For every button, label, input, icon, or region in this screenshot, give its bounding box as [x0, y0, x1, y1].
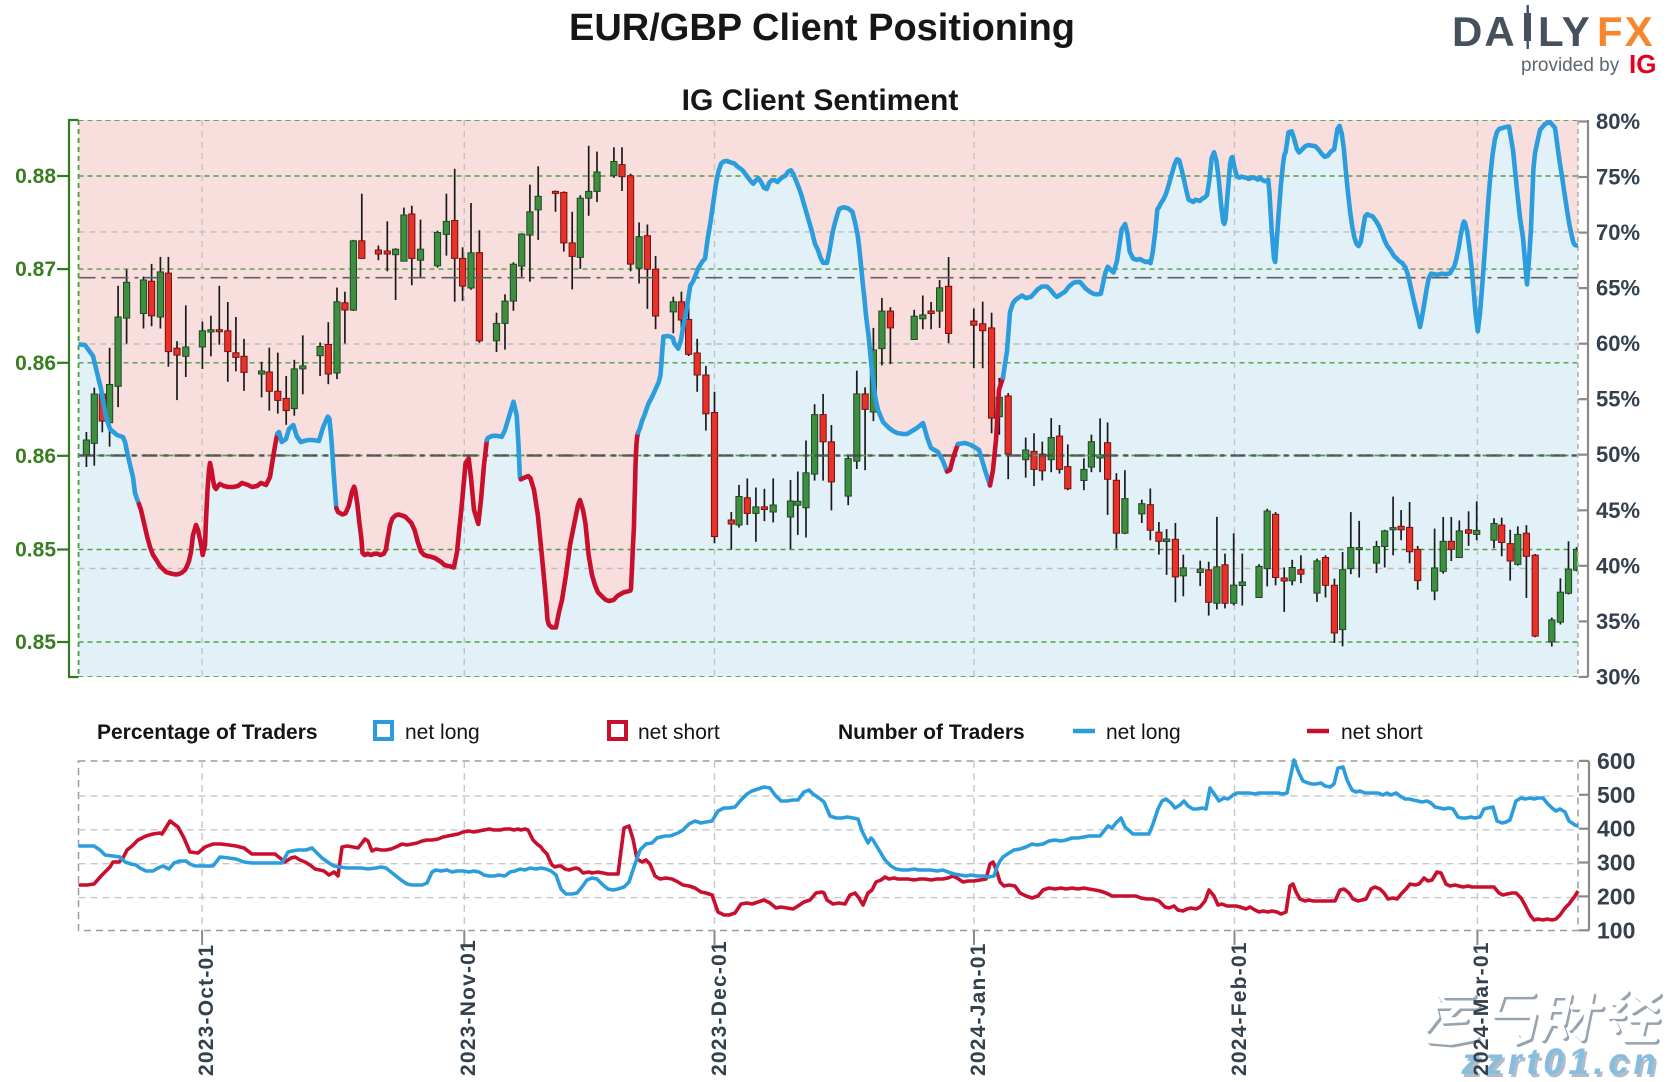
- svg-text:40%: 40%: [1596, 553, 1640, 578]
- svg-text:0.87: 0.87: [15, 258, 56, 281]
- svg-text:70%: 70%: [1596, 220, 1640, 245]
- svg-text:Percentage of Traders: Percentage of Traders: [97, 721, 318, 744]
- svg-text:zzrt01.cn: zzrt01.cn: [1458, 1040, 1664, 1082]
- svg-text:IG Client Sentiment: IG Client Sentiment: [682, 84, 959, 117]
- svg-text:2023-Oct-01: 2023-Oct-01: [195, 944, 218, 1076]
- svg-text:provided by: provided by: [1521, 55, 1620, 76]
- svg-text:300: 300: [1597, 850, 1635, 876]
- svg-text:0.85: 0.85: [15, 539, 56, 562]
- svg-text:2024-Feb-01: 2024-Feb-01: [1228, 941, 1251, 1076]
- svg-text:0.86: 0.86: [15, 352, 56, 375]
- svg-text:zzrt01.cn: zzrt01.cn: [1461, 1043, 1667, 1082]
- svg-text:0.85: 0.85: [15, 631, 56, 654]
- svg-text:500: 500: [1597, 782, 1635, 808]
- svg-text:2023-Nov-01: 2023-Nov-01: [457, 939, 480, 1076]
- svg-text:IG: IG: [1629, 49, 1656, 79]
- svg-text:0.86: 0.86: [15, 445, 56, 468]
- svg-text:55%: 55%: [1596, 387, 1640, 412]
- svg-text:35%: 35%: [1596, 609, 1640, 634]
- svg-text:EUR/GBP Client Positioning: EUR/GBP Client Positioning: [569, 7, 1075, 49]
- svg-text:net short: net short: [638, 721, 720, 744]
- svg-text:net long: net long: [405, 721, 480, 744]
- svg-text:200: 200: [1597, 883, 1635, 909]
- svg-text:DA: DA: [1452, 8, 1517, 55]
- svg-text:45%: 45%: [1596, 498, 1640, 523]
- svg-text:2024-Jan-01: 2024-Jan-01: [967, 943, 990, 1076]
- svg-text:net short: net short: [1341, 721, 1423, 744]
- svg-text:100: 100: [1597, 917, 1635, 943]
- svg-text:75%: 75%: [1596, 165, 1640, 190]
- svg-text:400: 400: [1597, 816, 1635, 842]
- svg-text:2023-Dec-01: 2023-Dec-01: [708, 940, 731, 1076]
- svg-text:50%: 50%: [1596, 442, 1640, 467]
- svg-text:600: 600: [1597, 748, 1635, 774]
- svg-text:0.88: 0.88: [15, 165, 56, 188]
- svg-text:FX: FX: [1597, 8, 1655, 55]
- svg-text:30%: 30%: [1596, 664, 1640, 689]
- svg-text:LY: LY: [1538, 8, 1592, 55]
- svg-text:Number of Traders: Number of Traders: [838, 721, 1025, 744]
- svg-text:80%: 80%: [1596, 109, 1640, 134]
- svg-text:60%: 60%: [1596, 331, 1640, 356]
- svg-text:65%: 65%: [1596, 276, 1640, 301]
- svg-text:2024-Mar-01: 2024-Mar-01: [1470, 941, 1493, 1076]
- svg-text:net long: net long: [1106, 721, 1181, 744]
